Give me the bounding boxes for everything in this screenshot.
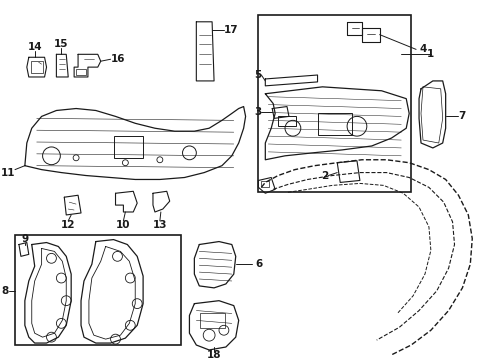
Text: 6: 6 bbox=[255, 259, 263, 269]
Bar bbox=[200, 314, 225, 328]
Text: 11: 11 bbox=[0, 167, 15, 177]
Text: 2: 2 bbox=[321, 171, 328, 180]
Text: 5: 5 bbox=[254, 70, 261, 80]
Text: 1: 1 bbox=[427, 49, 435, 59]
Text: 9: 9 bbox=[21, 234, 28, 244]
Text: 4: 4 bbox=[419, 44, 426, 54]
Bar bbox=[278, 116, 296, 126]
Text: 7: 7 bbox=[459, 111, 466, 121]
Text: 17: 17 bbox=[224, 25, 239, 35]
Bar bbox=[76, 69, 86, 75]
Text: 18: 18 bbox=[207, 350, 221, 360]
Bar bbox=[114, 136, 143, 158]
Text: 12: 12 bbox=[61, 220, 75, 230]
Text: 14: 14 bbox=[27, 42, 42, 53]
Bar bbox=[318, 113, 352, 135]
Text: 16: 16 bbox=[111, 54, 125, 64]
Text: 10: 10 bbox=[116, 220, 131, 230]
Bar bbox=[258, 15, 411, 192]
Bar bbox=[261, 181, 269, 187]
Text: 15: 15 bbox=[54, 40, 69, 49]
Bar bbox=[15, 235, 180, 345]
Text: 3: 3 bbox=[254, 107, 261, 117]
Text: 13: 13 bbox=[152, 220, 167, 230]
Bar bbox=[31, 61, 43, 73]
Text: 8: 8 bbox=[2, 286, 9, 296]
